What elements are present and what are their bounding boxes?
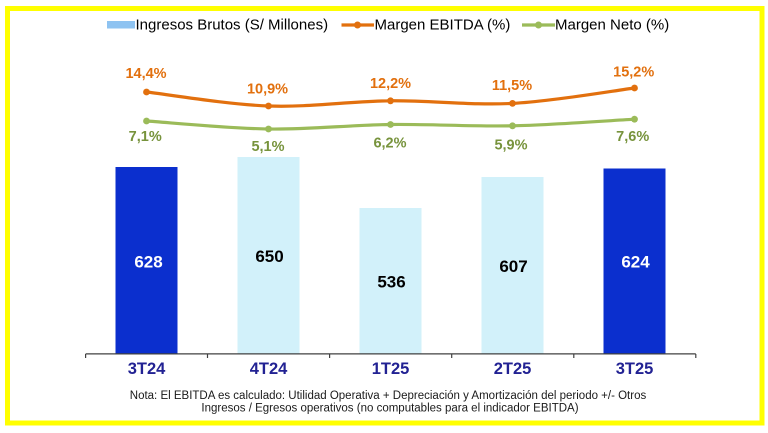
svg-text:1T25: 1T25 [372, 360, 410, 378]
svg-text:6,2%: 6,2% [373, 136, 406, 152]
svg-text:Margen Neto (%): Margen Neto (%) [555, 17, 669, 34]
svg-text:11,5%: 11,5% [492, 78, 532, 94]
svg-text:536: 536 [377, 273, 405, 292]
svg-text:Ingresos Brutos (S/ Millones): Ingresos Brutos (S/ Millones) [136, 17, 329, 34]
svg-text:7,1%: 7,1% [129, 129, 162, 145]
svg-text:14,4%: 14,4% [125, 66, 166, 82]
svg-text:Ingresos / Egresos operativos: Ingresos / Egresos operativos (no comput… [201, 402, 578, 414]
svg-text:5,9%: 5,9% [494, 138, 527, 154]
svg-text:15,2%: 15,2% [613, 65, 654, 81]
svg-text:650: 650 [255, 247, 283, 266]
svg-text:Nota: El EBITDA es calculado:: Nota: El EBITDA es calculado: Utilidad O… [130, 390, 647, 402]
svg-text:4T24: 4T24 [250, 360, 288, 378]
svg-text:10,9%: 10,9% [247, 81, 288, 97]
svg-text:12,2%: 12,2% [370, 76, 411, 92]
svg-text:607: 607 [499, 257, 527, 276]
svg-text:7,6%: 7,6% [616, 129, 649, 145]
svg-text:2T25: 2T25 [494, 360, 532, 378]
svg-text:624: 624 [621, 253, 650, 272]
svg-text:3T24: 3T24 [128, 360, 166, 378]
svg-text:3T25: 3T25 [616, 360, 654, 378]
svg-text:5,1%: 5,1% [251, 139, 284, 155]
svg-text:Margen EBITDA (%): Margen EBITDA (%) [375, 17, 511, 34]
svg-text:628: 628 [134, 252, 162, 271]
